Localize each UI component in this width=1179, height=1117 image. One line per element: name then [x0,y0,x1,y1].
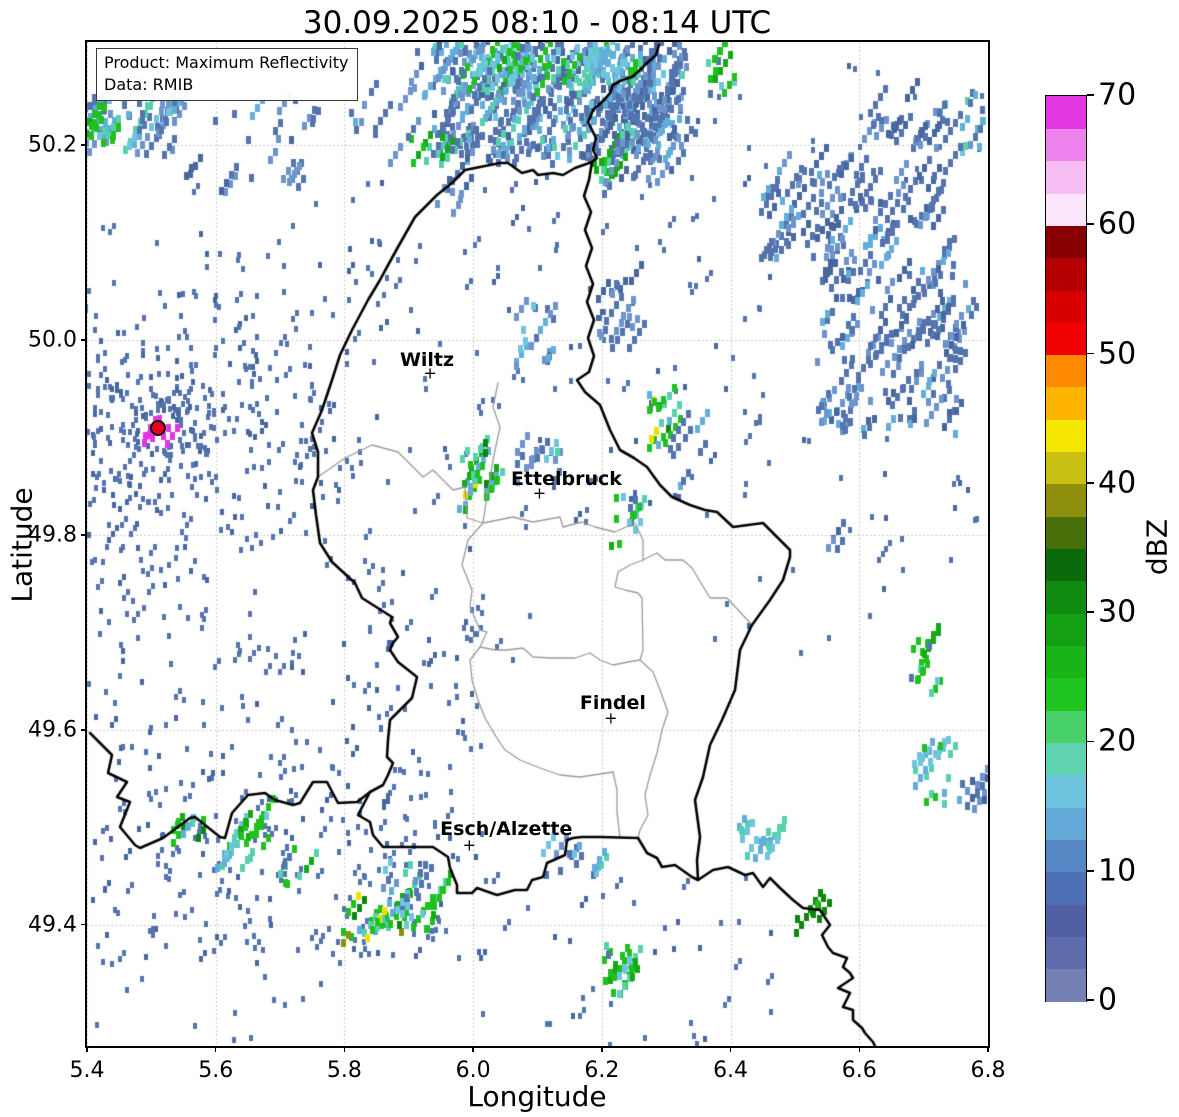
colorbar-segment [1046,839,1086,873]
colorbar-tick-label: 60 [1098,206,1137,242]
y-tick-mark [81,923,87,926]
colorbar-tick-mark [1087,611,1094,613]
colorbar-segment [1046,710,1086,743]
colorbar-segment [1046,580,1086,614]
x-tick-mark [343,1046,346,1052]
y-tick-mark [81,729,87,731]
colorbar-segment [1046,645,1086,679]
colorbar-segment [1046,936,1086,970]
colorbar-tick-label: 20 [1098,723,1137,759]
y-tick-label: 49.8 [28,522,77,548]
colorbar-segment [1046,807,1086,840]
x-tick-label: 5.6 [198,1058,234,1083]
colorbar-segment [1046,128,1086,162]
colorbar-segment [1046,968,1086,1002]
colorbar-segment [1046,871,1086,905]
colorbar-tick-label: 0 [1098,982,1118,1018]
x-tick-mark [729,1046,732,1052]
map-plot-area: Product: Maximum Reflectivity Data: RMIB… [85,40,990,1048]
radar-site-marker [149,419,166,436]
y-tick-label: 49.4 [28,912,77,938]
colorbar-tick-label: 70 [1098,77,1137,113]
colorbar-tick-mark [1087,869,1094,872]
colorbar-segment [1046,516,1086,550]
x-tick-label: 6.2 [584,1058,620,1083]
x-tick-label: 6.0 [455,1058,491,1083]
colorbar-tick-mark [1087,94,1094,96]
colorbar-segment [1046,613,1086,647]
colorbar-segment [1046,774,1086,808]
colorbar-tick-mark [1087,740,1094,743]
y-tick-label: 50.0 [28,327,77,353]
x-tick-label: 6.4 [713,1058,749,1083]
colorbar-tick-mark [1087,352,1094,355]
y-tick-mark [81,339,87,341]
colorbar-segment [1046,677,1086,711]
product-info-box: Product: Maximum Reflectivity Data: RMIB [96,48,359,102]
x-tick-mark [601,1046,603,1052]
x-tick-mark [472,1046,474,1052]
product-line: Product: Maximum Reflectivity [104,53,349,72]
x-tick-label: 6.8 [970,1058,1006,1083]
colorbar-segment [1046,225,1086,259]
colorbar-segment [1046,451,1086,485]
x-axis-label: Longitude [467,1080,607,1113]
colorbar-segment [1046,483,1086,517]
colorbar-segment [1046,742,1086,776]
colorbar-segment [1046,548,1086,582]
x-tick-mark [214,1046,217,1052]
colorbar-segment [1046,386,1086,420]
y-tick-mark [81,534,87,536]
city-marker-findel: + [604,708,618,728]
city-label-esch-alzette: Esch/Alzette [440,817,573,840]
city-marker-wiltz: + [423,363,437,383]
x-tick-mark [86,1046,88,1052]
colorbar-tick-label: 50 [1098,336,1137,372]
x-tick-label: 6.6 [841,1058,877,1083]
colorbar-segment [1046,419,1086,453]
radar-map-canvas [87,42,988,1046]
city-marker-ettelbruck: + [532,483,547,503]
x-tick-label: 5.8 [326,1058,362,1083]
y-tick-mark [81,144,87,146]
colorbar-segment [1046,192,1086,226]
city-label-findel: Findel [579,692,646,715]
y-tick-label: 50.2 [28,132,77,158]
colorbar-segment [1046,322,1086,356]
x-tick-mark [987,1046,989,1052]
colorbar-tick-label: 30 [1098,594,1137,630]
x-tick-label: 5.4 [69,1058,105,1083]
colorbar-tick-label: 10 [1098,853,1137,889]
colorbar-tick-mark [1087,482,1094,484]
y-tick-label: 49.6 [28,717,77,743]
colorbar-label: dBZ [1140,518,1174,576]
colorbar-segment [1046,96,1086,129]
data-source-line: Data: RMIB [104,74,194,94]
colorbar-segment [1046,160,1086,194]
colorbar-segment [1046,904,1086,937]
colorbar-segment [1046,354,1086,388]
colorbar-tick-mark [1087,999,1094,1001]
colorbar-segment [1046,257,1086,291]
city-label-wiltz: Wiltz [399,349,455,371]
x-tick-mark [858,1046,861,1052]
city-marker-esch-alzette: + [462,835,476,855]
figure-title: 30.09.2025 08:10 - 08:14 UTC [302,5,772,41]
colorbar-segment [1046,289,1086,323]
city-label-ettelbruck: Ettelbruck [510,467,622,490]
colorbar-tick-label: 40 [1098,465,1137,501]
colorbar-tick-mark [1087,223,1094,226]
dbz-colorbar [1045,95,1087,1002]
